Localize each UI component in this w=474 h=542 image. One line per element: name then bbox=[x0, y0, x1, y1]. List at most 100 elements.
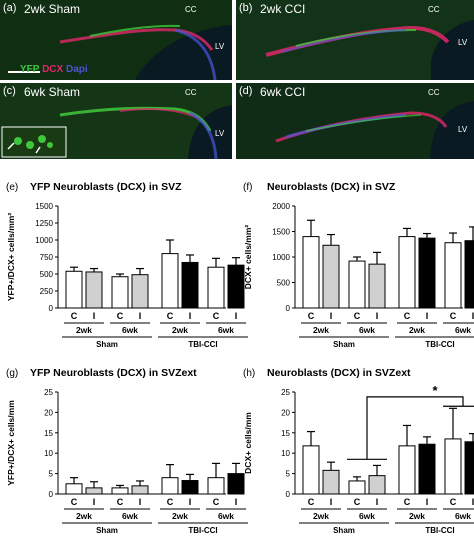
bar bbox=[131, 274, 149, 309]
y-tick-label: 15 bbox=[281, 429, 290, 438]
stain-yfp: YFP bbox=[20, 64, 40, 75]
group-label: TBI-CCI bbox=[425, 526, 454, 535]
x-tick-label: C bbox=[213, 497, 220, 507]
x-tick-label: C bbox=[404, 311, 411, 321]
y-tick-label: 1000 bbox=[35, 236, 53, 245]
chart-f: (f) Neuroblasts (DCX) in SVZ DCX+ cells/mm… bbox=[237, 176, 474, 356]
x-tick-label: C bbox=[71, 311, 78, 321]
bar bbox=[444, 242, 462, 309]
y-tick-label: 10 bbox=[44, 449, 53, 458]
micrograph-b-title: 2wk CCI bbox=[260, 2, 306, 16]
x-tick-label: I bbox=[330, 311, 333, 321]
y-tick-label: 0 bbox=[49, 304, 54, 313]
x-tick-label: C bbox=[404, 497, 411, 507]
chart-svg: (h) Neuroblasts (DCX) in SVZext DCX+ cells… bbox=[243, 367, 474, 535]
group-label: Sham bbox=[96, 526, 118, 535]
timepoint-label: 2wk bbox=[409, 511, 425, 521]
y-axis-label: DCX+ cells/mm bbox=[243, 412, 253, 474]
chart-title: YFP Neuroblasts (DCX) in SVZ bbox=[30, 181, 182, 193]
chart-svg: (e) YFP Neuroblasts (DCX) in SVZ YFP+/DCX+… bbox=[6, 181, 248, 349]
group-label: Sham bbox=[333, 526, 355, 535]
y-axis-label: DCX+ cells/mm² bbox=[243, 225, 253, 290]
y-tick-label: 20 bbox=[44, 408, 53, 417]
bar bbox=[368, 475, 386, 495]
x-tick-label: I bbox=[93, 497, 96, 507]
chart-e: (e) YFP Neuroblasts (DCX) in SVZ YFP+/DCX+… bbox=[0, 176, 248, 356]
bar bbox=[322, 469, 340, 495]
panel-label: (g) bbox=[6, 368, 18, 379]
micrograph-c-panel-label: (c) bbox=[3, 85, 16, 97]
x-tick-label: I bbox=[189, 497, 192, 507]
bar bbox=[85, 271, 103, 309]
micrograph-a: (a) 2wk Sham CC LV YFP DCX Dapi bbox=[0, 0, 232, 80]
bar bbox=[464, 441, 474, 495]
panel-label: (f) bbox=[243, 182, 252, 193]
timepoint-label: 6wk bbox=[455, 511, 471, 521]
micrograph-b: (b) 2wk CCI CC LV bbox=[236, 0, 474, 80]
bar bbox=[464, 240, 474, 309]
timepoint-label: 2wk bbox=[409, 325, 425, 335]
micrograph-b-panel-label: (b) bbox=[239, 2, 253, 14]
stain-legend: YFP DCX Dapi bbox=[20, 64, 88, 75]
micrograph-d: (d) 6wk CCI CC LV bbox=[236, 83, 474, 159]
x-tick-label: C bbox=[450, 311, 457, 321]
chart-title: Neuroblasts (DCX) in SVZ bbox=[267, 181, 396, 193]
bar bbox=[131, 485, 149, 495]
y-tick-label: 15 bbox=[44, 429, 53, 438]
y-axis-label: YFP+/DCX+ cells/mm² bbox=[6, 213, 16, 302]
x-tick-label: C bbox=[354, 497, 361, 507]
timepoint-label: 6wk bbox=[122, 511, 138, 521]
stain-dapi: Dapi bbox=[65, 64, 88, 75]
timepoint-label: 6wk bbox=[359, 325, 375, 335]
bar bbox=[181, 261, 199, 309]
x-tick-label: I bbox=[472, 311, 474, 321]
micrograph-b-lv-label: LV bbox=[458, 38, 468, 47]
stain-dcx: DCX bbox=[42, 64, 64, 75]
micrograph-a-image bbox=[0, 0, 232, 80]
timepoint-label: 6wk bbox=[455, 325, 471, 335]
x-tick-label: C bbox=[213, 311, 220, 321]
timepoint-label: 2wk bbox=[76, 511, 92, 521]
bar bbox=[302, 445, 320, 495]
timepoint-label: 2wk bbox=[172, 511, 188, 521]
bar bbox=[227, 473, 245, 495]
panel-label: (h) bbox=[243, 368, 255, 379]
chart-title: Neuroblasts (DCX) in SVZext bbox=[267, 367, 411, 379]
panel-label: (e) bbox=[6, 182, 18, 193]
x-tick-label: C bbox=[308, 311, 315, 321]
micrograph-c-lv-label: LV bbox=[215, 129, 225, 138]
group-label: Sham bbox=[333, 340, 355, 349]
micrograph-d-cc-label: CC bbox=[428, 88, 440, 97]
bar bbox=[368, 263, 386, 309]
bar bbox=[348, 260, 366, 309]
micrograph-c: (c) 6wk Sham CC LV bbox=[0, 83, 232, 159]
y-tick-label: 20 bbox=[281, 408, 290, 417]
bar bbox=[181, 480, 199, 495]
micrograph-d-lv-label: LV bbox=[458, 125, 468, 134]
micrograph-a-cc-label: CC bbox=[185, 5, 197, 14]
x-tick-label: I bbox=[189, 311, 192, 321]
bar bbox=[418, 443, 436, 495]
timepoint-label: 2wk bbox=[313, 325, 329, 335]
bar bbox=[322, 244, 340, 309]
y-tick-label: 1250 bbox=[35, 219, 53, 228]
x-tick-label: C bbox=[117, 311, 124, 321]
timepoint-label: 6wk bbox=[122, 325, 138, 335]
chart-svg: (f) Neuroblasts (DCX) in SVZ DCX+ cells/mm… bbox=[243, 181, 474, 349]
y-tick-label: 1500 bbox=[35, 202, 53, 211]
y-tick-label: 0 bbox=[286, 490, 291, 499]
y-tick-label: 25 bbox=[281, 388, 290, 397]
micrograph-b-image bbox=[236, 0, 474, 80]
x-tick-label: I bbox=[426, 311, 429, 321]
micrograph-c-title: 6wk Sham bbox=[24, 85, 81, 99]
y-tick-label: 5 bbox=[49, 470, 54, 479]
micrograph-d-panel-label: (d) bbox=[239, 85, 253, 97]
x-tick-label: I bbox=[235, 311, 238, 321]
bar bbox=[398, 236, 416, 309]
group-label: TBI-CCI bbox=[425, 340, 454, 349]
micrograph-c-image bbox=[0, 83, 232, 159]
y-tick-label: 500 bbox=[40, 270, 54, 279]
micrograph-c-cc-label: CC bbox=[185, 88, 197, 97]
timepoint-label: 6wk bbox=[359, 511, 375, 521]
x-tick-label: C bbox=[117, 497, 124, 507]
